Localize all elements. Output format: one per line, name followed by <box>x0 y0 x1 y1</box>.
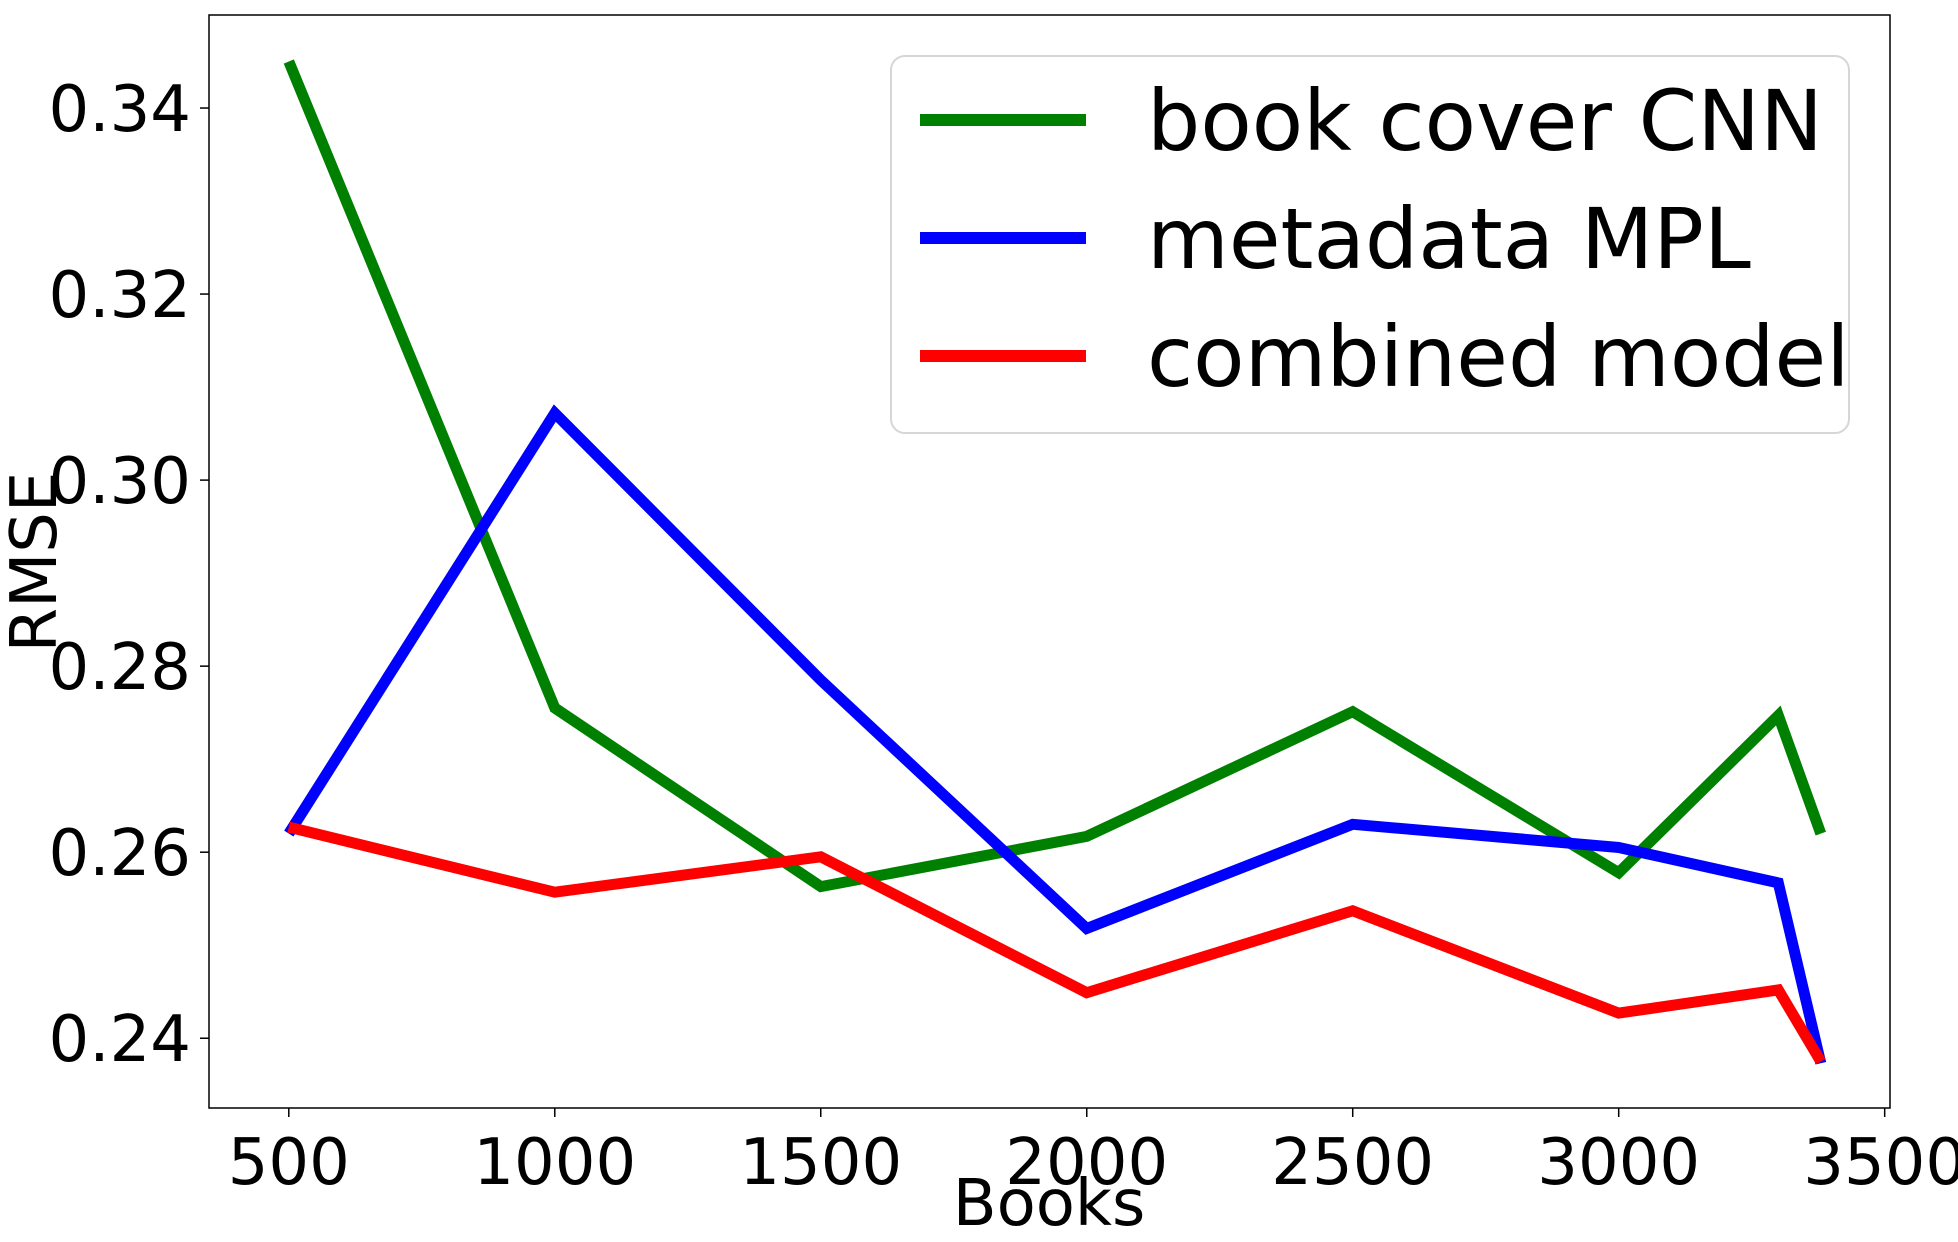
y-tick-label: 0.24 <box>49 1003 192 1077</box>
x-tick-label: 3500 <box>1803 1126 1958 1200</box>
series-line-book-cover-cnn <box>283 59 1826 893</box>
x-tick-label: 3000 <box>1537 1126 1700 1200</box>
x-tick-label: 500 <box>228 1126 350 1200</box>
y-tick-label: 0.26 <box>49 817 192 891</box>
series-line-metadata-mpl <box>284 404 1827 1065</box>
legend-label-combined-model: combined model <box>1147 308 1850 406</box>
legend: book cover CNN metadata MPL combined model <box>890 55 1850 434</box>
legend-label-book-cover-cnn: book cover CNN <box>1147 72 1823 170</box>
x-tick-label: 2000 <box>1005 1126 1168 1200</box>
y-axis-label: RMSE <box>0 472 72 653</box>
y-tick-label: 0.30 <box>49 445 192 519</box>
legend-box <box>890 55 1850 434</box>
y-tick-label: 0.34 <box>49 73 192 147</box>
x-tick-label: 1000 <box>473 1126 636 1200</box>
legend-label-metadata-mpl: metadata MPL <box>1147 190 1751 288</box>
y-tick-label: 0.32 <box>49 259 192 333</box>
x-tick-label: 2500 <box>1271 1126 1434 1200</box>
y-axis: 0.24 0.26 0.28 0.30 0.32 0.34 <box>49 73 209 1077</box>
series-layer <box>283 59 1827 1065</box>
series-line-combined-model <box>287 821 1826 1065</box>
x-axis-label: Books <box>953 1167 1146 1241</box>
y-tick-label: 0.28 <box>49 631 192 705</box>
x-axis: 500 1000 1500 2000 2500 3000 3500 <box>228 1108 1958 1200</box>
plot-area-frame <box>208 14 1891 1109</box>
x-tick-label: 1500 <box>739 1126 902 1200</box>
